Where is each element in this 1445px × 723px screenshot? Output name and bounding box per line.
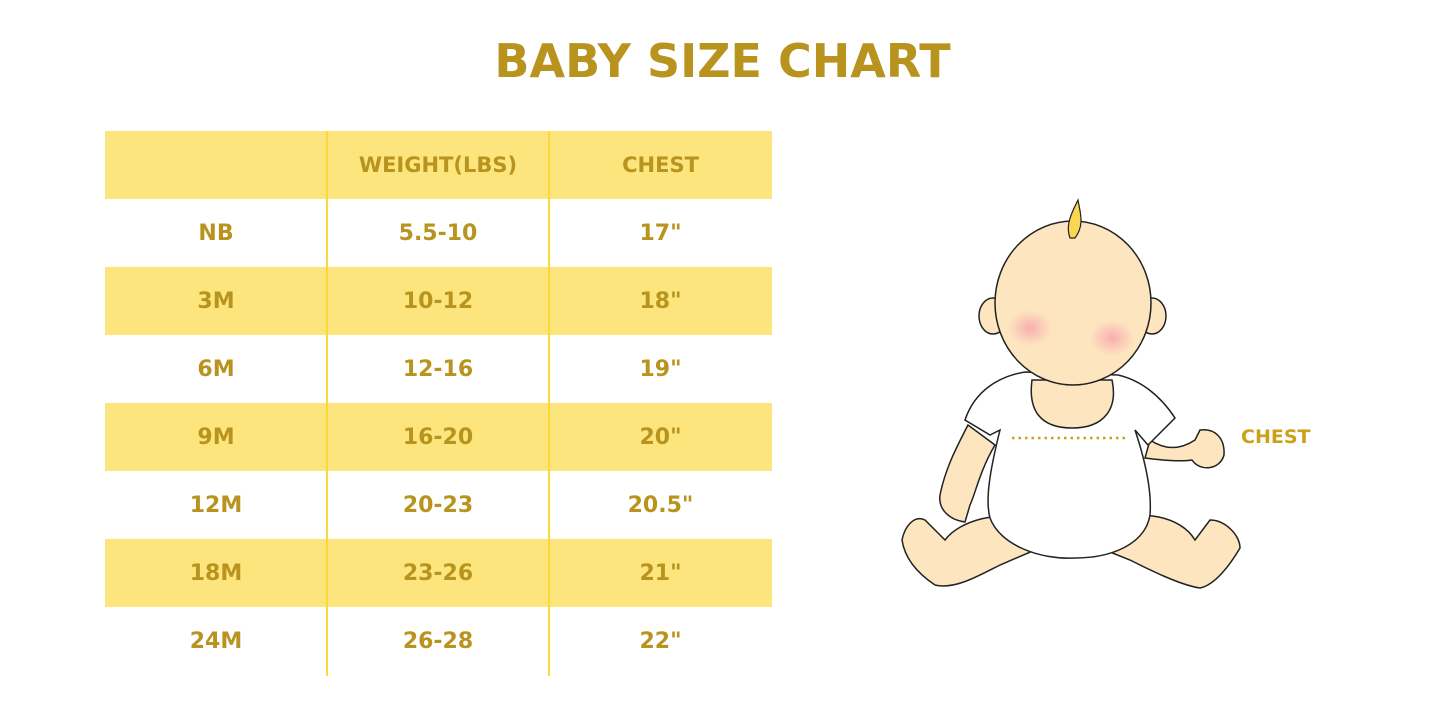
weight-cell: 20-23 xyxy=(402,492,474,518)
table-row: 12M 20-23 20.5" xyxy=(105,471,772,539)
header-weight: WEIGHT(LBS) xyxy=(358,153,518,177)
size-cell: 12M xyxy=(189,492,243,518)
chest-cell: 20" xyxy=(639,424,682,450)
size-cell: 9M xyxy=(197,424,235,450)
table-row: 6M 12-16 19" xyxy=(105,335,772,403)
table-row: 9M 16-20 20" xyxy=(105,403,772,471)
header-chest: CHEST xyxy=(622,153,699,177)
weight-cell: 5.5-10 xyxy=(398,220,478,246)
weight-cell: 12-16 xyxy=(402,356,474,382)
page-title: BABY SIZE CHART xyxy=(494,34,951,88)
chest-cell: 18" xyxy=(639,288,682,314)
size-cell: 18M xyxy=(189,560,243,586)
size-table: WEIGHT(LBS) CHEST NB 5.5-10 17" 3M 10-12 18" 6… xyxy=(105,131,772,675)
table-header-row: WEIGHT(LBS) CHEST xyxy=(105,131,772,199)
table-row: 3M 10-12 18" xyxy=(105,267,772,335)
chest-cell: 22" xyxy=(639,628,682,654)
table-row: 24M 26-28 22" xyxy=(105,607,772,675)
weight-cell: 23-26 xyxy=(402,560,474,586)
baby-illustration xyxy=(901,198,1241,589)
weight-cell: 26-28 xyxy=(402,628,474,654)
size-cell: NB xyxy=(198,220,234,246)
table-row: NB 5.5-10 17" xyxy=(105,199,772,267)
size-cell: 24M xyxy=(189,628,243,654)
column-divider xyxy=(326,131,328,676)
chest-label: CHEST xyxy=(1241,426,1311,448)
table-row: 18M 23-26 21" xyxy=(105,539,772,607)
size-cell: 6M xyxy=(197,356,235,382)
size-cell: 3M xyxy=(197,288,235,314)
header-size xyxy=(105,131,327,199)
chest-cell: 21" xyxy=(639,560,682,586)
column-divider xyxy=(548,131,550,676)
chest-cell: 19" xyxy=(639,356,682,382)
weight-cell: 16-20 xyxy=(402,424,474,450)
chest-cell: 17" xyxy=(639,220,682,246)
chest-cell: 20.5" xyxy=(627,492,694,518)
weight-cell: 10-12 xyxy=(402,288,474,314)
